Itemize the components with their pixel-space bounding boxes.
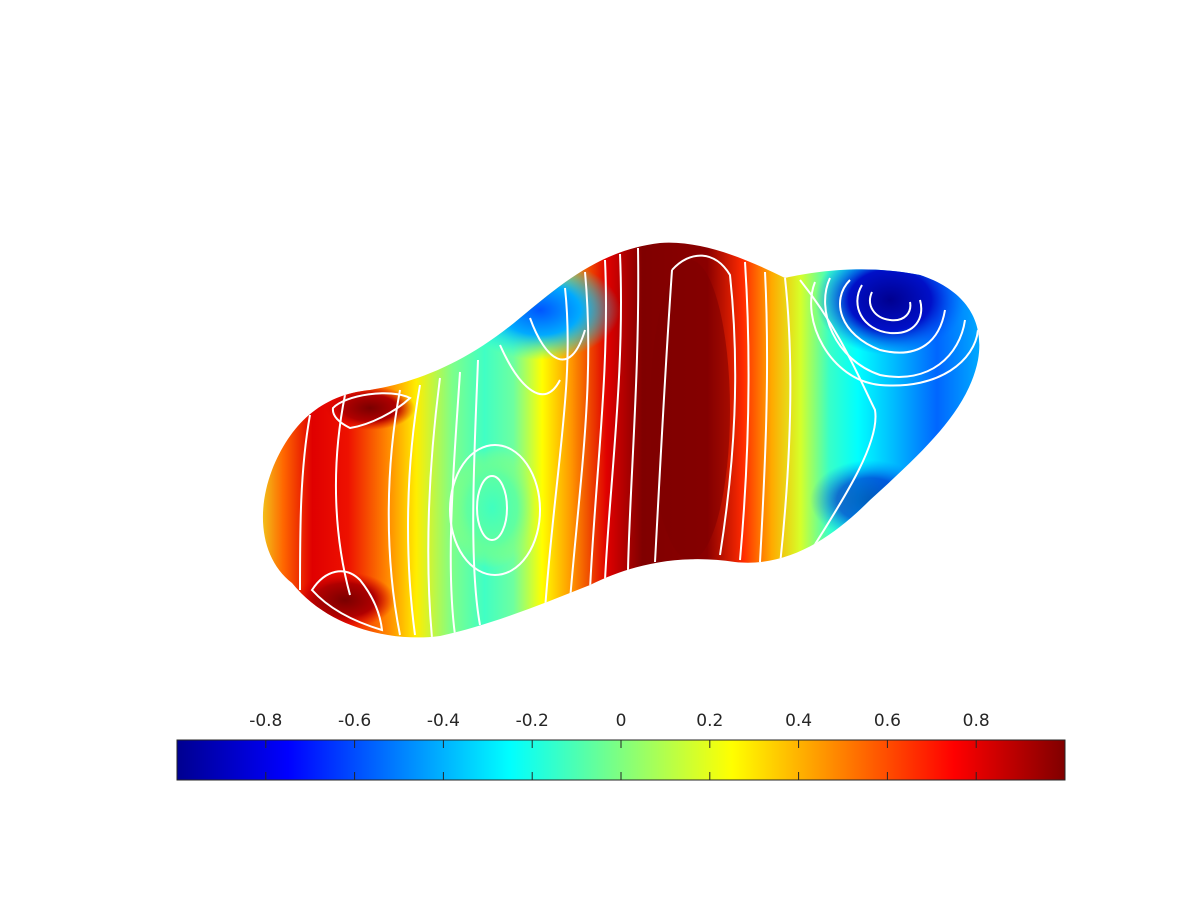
colorbar-tick-label: -0.4 (427, 711, 460, 731)
contour-loop-left-bottom (310, 570, 384, 632)
contour-line (569, 271, 590, 601)
contour-line (739, 261, 750, 561)
contour-loop-left-well-outer (449, 444, 541, 576)
surface-upper-blue-shade (460, 260, 620, 360)
contour-closed-loops (310, 392, 541, 632)
surface-left-top-maximum (325, 386, 415, 430)
contour-line (387, 389, 401, 636)
surface-left-center-well (450, 448, 534, 568)
contour-line (869, 291, 912, 322)
colorbar-tick-labels: -0.8 -0.6 -0.4 -0.2 0 0.2 0.4 0.6 0.8 (249, 711, 990, 731)
colorbar-tick-label: 0.4 (785, 711, 812, 731)
colorbar-ticks (265, 740, 977, 780)
colorbar-tick-label: 0.8 (963, 711, 990, 731)
contour-line (654, 269, 673, 563)
colorbar-tick-label: 0 (616, 711, 627, 731)
colorbar-tick-label: -0.2 (516, 711, 549, 731)
contour-line (299, 414, 311, 591)
contour-loop-left-top (331, 392, 412, 430)
surface-right-minimum (815, 245, 965, 355)
colorbar-tick-label: -0.8 (249, 711, 282, 731)
contour-line (759, 271, 769, 563)
contour-line (627, 247, 640, 571)
contour-line (499, 344, 561, 396)
surface-central-ridge-core (650, 260, 730, 560)
colorbar-tick-label: -0.6 (338, 711, 371, 731)
contour-line (604, 253, 622, 581)
contour-line (449, 371, 461, 636)
contour-lines (299, 247, 979, 638)
contour-line (779, 277, 792, 566)
contour-line (856, 284, 923, 335)
contour-line (544, 287, 569, 611)
contour-line (824, 277, 966, 378)
contour-line (407, 384, 421, 636)
colorbar-tick-label: 0.2 (696, 711, 723, 731)
contour-line (671, 254, 737, 556)
contour-line (427, 377, 441, 638)
contour-line (810, 281, 979, 387)
contour-loop-left-well-inner (476, 475, 508, 541)
contour-line (529, 317, 586, 361)
contour-line (589, 259, 607, 591)
colorbar-tick-label: 0.6 (874, 711, 901, 731)
contour-line (799, 279, 877, 561)
surface-right-lower-blue (810, 460, 930, 540)
contour-line (839, 279, 946, 354)
colorbar: -0.8 -0.6 -0.4 -0.2 0 0.2 0.4 0.6 0.8 (176, 711, 1066, 781)
contour-line (472, 359, 481, 626)
